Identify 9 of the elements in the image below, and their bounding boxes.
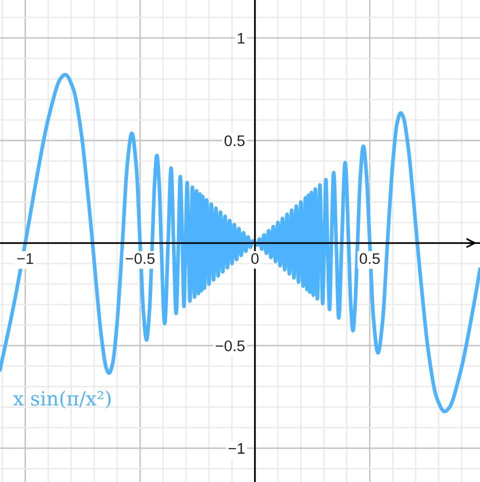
y-tick-label: 0.5	[224, 135, 245, 146]
x-tick-label: −0.5	[126, 253, 155, 264]
y-tick-label: −0.5	[216, 340, 245, 352]
x-tick-label: −1	[17, 253, 34, 264]
x-tick-label: 0.5	[360, 253, 380, 264]
x-tick-label: 0	[251, 253, 259, 264]
y-tick-label: −1	[228, 443, 244, 454]
y-tick-label: 1	[238, 32, 244, 44]
series-label: x sin(π/x²)	[13, 390, 111, 408]
